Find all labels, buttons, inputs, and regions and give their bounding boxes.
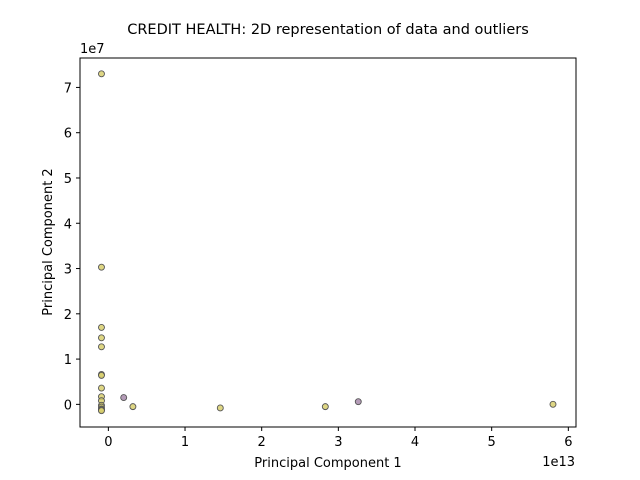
y-ticks: 0 1 2 3 4 5 6 7: [64, 81, 80, 413]
data-point-s0-17: [321, 403, 329, 411]
data-point-s0-14: [98, 407, 105, 415]
y-tick-label: 1: [64, 353, 72, 368]
x-tick-label: 2: [258, 435, 266, 450]
x-tick-label: 0: [104, 435, 112, 450]
x-tick-label: 3: [334, 435, 342, 450]
data-point-s0-15: [129, 403, 137, 411]
y-offset-label: 1e7: [80, 42, 105, 57]
y-tick-label: 2: [64, 308, 72, 323]
data-point-s1-0: [120, 394, 128, 402]
data-point-s0-1: [98, 263, 105, 271]
data-point-s0-3: [98, 334, 105, 342]
y-tick-label: 0: [64, 398, 72, 413]
data-point-s0-0: [98, 70, 105, 78]
x-tick-label: 5: [488, 435, 496, 450]
data-point-s0-6: [98, 371, 105, 379]
x-tick-label: 4: [411, 435, 419, 450]
y-tick-label: 4: [64, 217, 72, 232]
x-tick-label: 1: [181, 435, 189, 450]
y-axis-label: Principal Component 2: [41, 168, 56, 315]
data-point-s0-2: [98, 323, 105, 331]
data-point-s0-18: [549, 400, 557, 408]
points-layer: [98, 70, 557, 415]
x-tick-label: 6: [564, 435, 572, 450]
x-ticks: 0 1 2 3 4 5 6: [104, 427, 572, 450]
y-tick-label: 5: [64, 172, 72, 187]
data-point-s0-16: [216, 404, 224, 412]
x-axis-label: Principal Component 1: [254, 456, 401, 471]
y-tick-label: 7: [64, 81, 72, 96]
data-point-s0-4: [98, 343, 105, 351]
plot-frame: [79, 57, 577, 428]
y-tick-label: 6: [64, 127, 72, 142]
data-point-s0-7: [98, 384, 105, 392]
x-offset-label: 1e13: [542, 455, 575, 470]
data-point-s1-1: [354, 398, 362, 406]
y-tick-label: 3: [64, 263, 72, 278]
chart-title: CREDIT HEALTH: 2D representation of data…: [127, 22, 529, 38]
